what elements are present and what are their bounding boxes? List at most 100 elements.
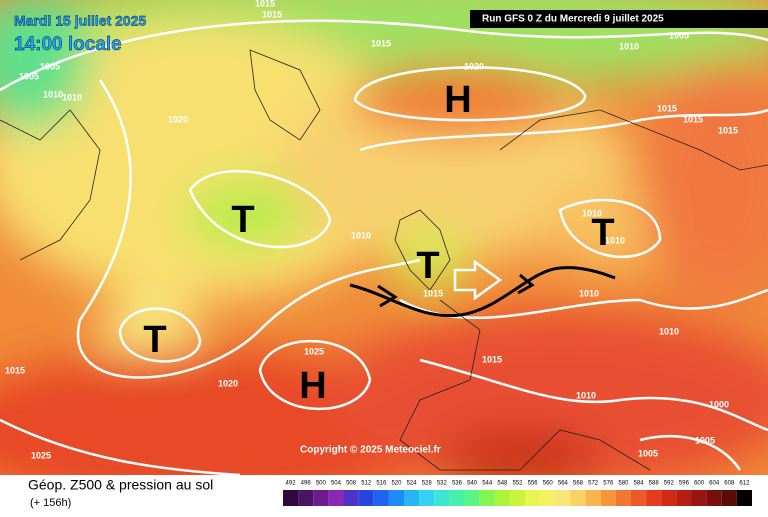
scale-swatch	[298, 490, 314, 506]
isobar-label: 1015	[423, 288, 443, 298]
scale-label: 584	[634, 481, 645, 487]
pressure-center: T	[143, 319, 166, 361]
scale-label: 532	[437, 481, 448, 487]
isobar-label: 1010	[576, 390, 596, 400]
scale-swatch	[328, 490, 344, 506]
scale-label: 552	[512, 481, 523, 487]
scale-swatch	[661, 490, 677, 506]
isobar-label: 1020	[218, 378, 238, 388]
scale-label: 600	[694, 481, 705, 487]
isobar-label: 1025	[31, 450, 51, 460]
scale-label: 612	[739, 481, 750, 487]
run-info: Run GFS 0 Z du Mercredi 9 juillet 2025	[482, 14, 664, 25]
pressure-center: T	[231, 199, 254, 241]
scale-label: 504	[331, 481, 342, 487]
isobar-label: 1020	[168, 114, 188, 124]
copyright: Copyright © 2025 Meteociel.fr	[300, 445, 441, 456]
scale-swatch	[419, 490, 435, 506]
isobar-label: 1005	[695, 435, 715, 445]
pressure-centers: H T T H T T	[143, 79, 614, 407]
isobar-label: 1015	[657, 103, 677, 113]
pressure-center: T	[591, 212, 614, 254]
scale-swatch	[283, 490, 299, 506]
scale-label: 564	[558, 481, 569, 487]
isobar-label: 1010	[62, 92, 82, 102]
scale-label: 536	[452, 481, 463, 487]
scale-swatch	[313, 490, 329, 506]
isobar-labels: 1015101510051010101510201005100510101010…	[5, 0, 738, 460]
isobar-label: 1020	[464, 61, 484, 71]
isobar-label: 1015	[718, 125, 738, 135]
scale-swatch	[691, 490, 707, 506]
isobars	[0, 19, 768, 475]
isobar-label: 1015	[262, 9, 282, 19]
scale-swatch	[343, 490, 359, 506]
scale-label: 512	[361, 481, 372, 487]
scale-swatch	[540, 490, 556, 506]
isobar-label: 1010	[605, 235, 625, 245]
scale-swatch	[479, 490, 495, 506]
isobar-label: 1025	[304, 346, 324, 356]
scale-label: 524	[407, 481, 418, 487]
pressure-center: H	[299, 365, 326, 407]
scale-label: 576	[603, 481, 614, 487]
scale-label: 516	[376, 481, 387, 487]
scale-label: 528	[422, 481, 433, 487]
scale-swatch	[434, 490, 450, 506]
jet-arrowhead	[377, 284, 398, 308]
isobar-label: 1010	[43, 89, 63, 99]
jet-arrowhead	[517, 273, 535, 295]
scale-label: 496	[301, 481, 312, 487]
scale-label: 588	[649, 481, 660, 487]
isobar-label: 1010	[579, 288, 599, 298]
isobar-label: 1015	[371, 38, 391, 48]
isobar-label: 1005	[19, 71, 39, 81]
scale-label: 556	[528, 481, 539, 487]
isobar-label: 1010	[582, 208, 602, 218]
time: 14:00 locale	[14, 34, 122, 55]
scale-swatch	[373, 490, 389, 506]
scale-swatch	[525, 490, 541, 506]
scale-label: 500	[316, 481, 327, 487]
scale-swatch	[570, 490, 586, 506]
footer-title: Géop. Z500 & pression au sol	[28, 477, 213, 493]
scale-label: 540	[467, 481, 478, 487]
scale-swatch	[494, 490, 510, 506]
pressure-center: T	[416, 245, 439, 287]
scale-label: 596	[679, 481, 690, 487]
scale-swatch	[600, 490, 616, 506]
scale-swatch	[585, 490, 601, 506]
scale-label: 604	[709, 481, 720, 487]
scale-label: 548	[497, 481, 508, 487]
isobar-label: 1015	[5, 365, 25, 375]
scale-label: 508	[346, 481, 357, 487]
scale-label: 560	[543, 481, 554, 487]
isobar-label: 1015	[255, 0, 275, 8]
scale-swatch	[404, 490, 420, 506]
isobar-label: 1010	[659, 326, 679, 336]
isobar-label: 1005	[638, 448, 658, 458]
scale-label: 520	[391, 481, 402, 487]
coastlines	[0, 49, 768, 471]
flow-arrow	[453, 259, 503, 301]
scale-swatch	[615, 490, 631, 506]
scale-swatch	[555, 490, 571, 506]
scale-label: 580	[618, 481, 629, 487]
footer-lead: (+ 156h)	[30, 497, 71, 509]
scale-label: 544	[482, 481, 493, 487]
isobar-label: 1010	[351, 230, 371, 240]
scale-label: 568	[573, 481, 584, 487]
pressure-center: H	[444, 79, 471, 121]
scale-swatch	[706, 490, 722, 506]
scale-swatch	[449, 490, 465, 506]
isobar-label: 1015	[482, 354, 502, 364]
isobar-label: 1005	[669, 30, 689, 40]
color-scale: 492 496 500 504 508 512 516 520 524 528 532 536 540 5…	[283, 481, 752, 506]
scale-swatch	[509, 490, 526, 506]
scale-label: 608	[724, 481, 735, 487]
isobar-label: 1000	[709, 399, 729, 409]
isobar-label: 1010	[619, 41, 639, 51]
scale-label: 592	[664, 481, 675, 487]
